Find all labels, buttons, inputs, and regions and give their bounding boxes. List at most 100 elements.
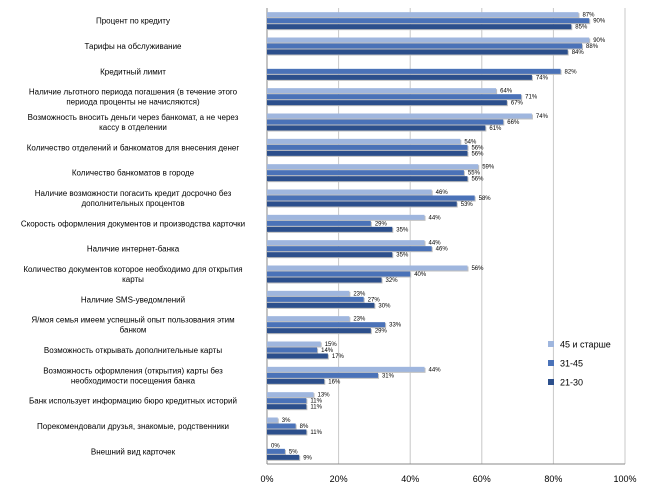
bar [267, 417, 278, 423]
bar [267, 265, 468, 271]
category-label: Порекомендовали друзья, знакомые, родств… [37, 422, 229, 431]
bar [267, 226, 393, 232]
bar-series [267, 12, 591, 461]
category-label: Внешний вид карточек [91, 447, 176, 456]
value-label: 3% [282, 418, 291, 424]
bar [267, 423, 296, 429]
legend: 45 и старше 31-45 21-30 [548, 340, 611, 388]
bar [267, 316, 350, 322]
bar [267, 392, 314, 398]
category-label: Наличие возможности погасить кредит доср… [35, 189, 232, 198]
bar [267, 220, 371, 226]
bar [267, 296, 364, 302]
value-label: 58% [479, 196, 492, 202]
bar [267, 448, 285, 454]
value-label: 9% [303, 455, 312, 461]
bar [267, 138, 461, 144]
value-label: 14% [321, 348, 334, 354]
bar [267, 94, 522, 100]
legend-label: 45 и старше [560, 340, 611, 350]
category-label: Количество документов которое необходимо… [23, 265, 242, 274]
bar [267, 454, 300, 460]
bar [267, 398, 307, 404]
bar [267, 378, 325, 384]
legend-swatch [548, 341, 554, 347]
category-label: Я/моя семья имеем успешный опыт пользова… [31, 316, 234, 325]
value-label: 84% [572, 50, 585, 56]
legend-label: 21-30 [560, 378, 583, 388]
category-label: Наличие льготного периода погашения (в т… [29, 88, 238, 97]
bar [267, 125, 486, 131]
value-labels: 87%90%85%90%88%84%82%74%64%71%67%74%66%6… [271, 13, 606, 462]
bar [267, 322, 386, 328]
value-label: 31% [382, 373, 395, 379]
category-label: периода проценты не начисляются) [66, 98, 200, 107]
value-label: 44% [429, 367, 442, 373]
category-labels: Процент по кредиту Тарифы на обслуживание… [21, 17, 245, 457]
x-tick-label: 100% [613, 474, 636, 484]
x-tick-label: 20% [330, 474, 348, 484]
value-label: 88% [586, 44, 599, 50]
value-label: 29% [375, 329, 388, 335]
legend-swatch [548, 360, 554, 366]
value-label: 27% [368, 297, 381, 303]
category-label: карты [122, 275, 144, 284]
bar [267, 277, 382, 283]
value-label: 46% [436, 247, 449, 253]
legend-swatch [548, 379, 554, 385]
value-label: 74% [536, 114, 549, 120]
bar [267, 100, 507, 106]
value-label: 90% [593, 19, 606, 25]
value-label: 32% [386, 278, 399, 284]
value-label: 56% [471, 266, 484, 272]
bar [267, 195, 475, 201]
bar [267, 302, 375, 308]
bar [267, 201, 457, 207]
value-label: 56% [471, 177, 484, 183]
bar [267, 214, 425, 220]
value-label: 30% [378, 303, 391, 309]
value-label: 56% [471, 145, 484, 151]
bar [267, 404, 307, 410]
value-label: 53% [461, 202, 474, 208]
value-label: 33% [389, 323, 402, 329]
value-label: 11% [310, 399, 322, 405]
category-label: Банк использует информацию бюро кредитны… [29, 397, 237, 406]
category-label: банком [120, 326, 147, 335]
value-label: 64% [500, 89, 513, 95]
bar [267, 74, 532, 80]
bar [267, 43, 583, 49]
x-axis: 0% 20% 40% 60% 80% 100% [260, 474, 636, 484]
bar [267, 164, 479, 170]
category-label: Тарифы на обслуживание [84, 42, 182, 51]
value-label: 56% [471, 151, 484, 157]
value-label: 44% [429, 241, 442, 247]
value-label: 23% [353, 317, 366, 323]
value-label: 0% [271, 443, 280, 449]
bar [267, 150, 468, 156]
value-label: 5% [289, 449, 298, 455]
category-label: Кредитный лимит [100, 67, 166, 76]
x-tick-label: 60% [473, 474, 491, 484]
value-label: 29% [375, 221, 388, 227]
category-label: Наличие интернет-банка [87, 245, 180, 254]
bar [267, 24, 572, 30]
value-label: 87% [582, 13, 595, 19]
bar [267, 68, 561, 74]
value-label: 35% [396, 253, 409, 259]
value-label: 46% [436, 190, 449, 196]
category-label: Возможность оформления (открытия) карты … [43, 366, 223, 375]
value-label: 82% [565, 69, 578, 75]
value-label: 8% [300, 424, 309, 430]
bar [267, 49, 568, 55]
value-label: 74% [536, 75, 549, 81]
value-label: 11% [310, 430, 322, 436]
value-label: 61% [489, 126, 502, 132]
bar [267, 144, 468, 150]
category-label: кассу в отделении [99, 123, 167, 132]
value-label: 35% [396, 227, 409, 233]
bar [267, 347, 318, 353]
bar [267, 18, 590, 24]
bar [267, 88, 497, 94]
